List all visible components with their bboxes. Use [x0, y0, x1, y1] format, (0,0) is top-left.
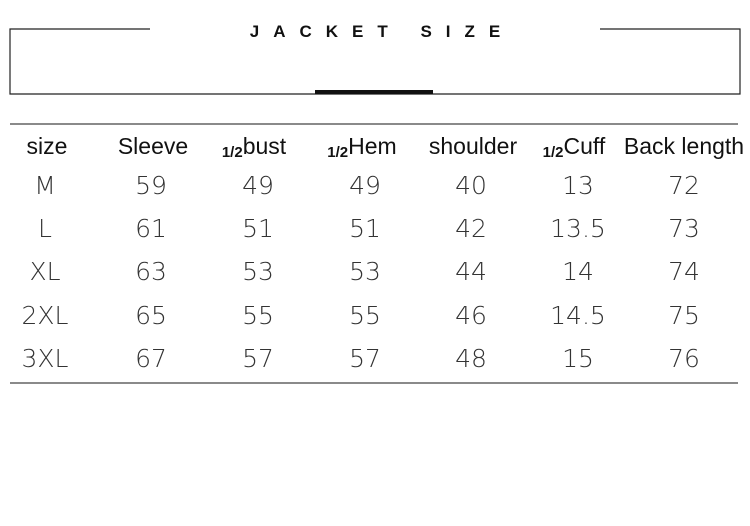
header-label: Back length [624, 133, 744, 159]
column-header: Sleeve [118, 133, 188, 159]
size-label: XL [29, 257, 60, 286]
header-prefix: 1/2 [543, 144, 564, 161]
size-label: 3XL [22, 344, 69, 373]
measurement: 59 [135, 171, 167, 200]
measurement: 75 [668, 301, 700, 330]
measurement: 48 [455, 344, 487, 373]
header-label: size [27, 133, 68, 159]
size-label: 2XL [22, 301, 69, 330]
header-prefix: 1/2 [327, 144, 348, 161]
column-header: 1/2Hem [327, 133, 396, 161]
measurement: 55 [349, 301, 381, 330]
column-header: shoulder [429, 133, 518, 159]
measurement: 15 [562, 344, 594, 373]
header-label: bust [243, 133, 287, 159]
measurement: 67 [135, 344, 167, 373]
column-header: 1/2bust [222, 133, 287, 161]
measurement: 44 [455, 257, 487, 286]
header-label: Hem [348, 133, 397, 159]
measurement: 63 [135, 257, 167, 286]
title: JACKET SIZE [250, 22, 515, 41]
size-label: M [34, 171, 56, 200]
measurement: 57 [349, 344, 381, 373]
measurement: 49 [242, 171, 274, 200]
measurement: 42 [455, 214, 487, 243]
measurement: 53 [349, 257, 381, 286]
measurement: 73 [668, 214, 700, 243]
measurement: 13 [562, 171, 594, 200]
measurement: 61 [135, 214, 167, 243]
measurement: 40 [455, 171, 487, 200]
measurement: 53 [242, 257, 274, 286]
measurement: 49 [349, 171, 381, 200]
measurement: 55 [242, 301, 274, 330]
header-prefix: 1/2 [222, 144, 243, 161]
column-header: 1/2Cuff [543, 133, 606, 161]
column-header: Back length [624, 133, 744, 159]
size-label: L [38, 214, 52, 243]
measurement: 51 [349, 214, 381, 243]
measurement: 72 [668, 171, 700, 200]
title-underline-bar [315, 90, 433, 94]
measurement: 13.5 [550, 214, 606, 243]
header-label: shoulder [429, 133, 518, 159]
measurement: 65 [135, 301, 167, 330]
measurement: 14 [562, 257, 594, 286]
column-header: size [27, 133, 68, 159]
header-label: Sleeve [118, 133, 188, 159]
header-label: Cuff [564, 133, 606, 159]
measurement: 76 [668, 344, 700, 373]
measurement: 14.5 [550, 301, 606, 330]
measurement: 57 [242, 344, 274, 373]
measurement: 74 [668, 257, 700, 286]
measurement: 51 [242, 214, 274, 243]
measurement: 46 [455, 301, 487, 330]
